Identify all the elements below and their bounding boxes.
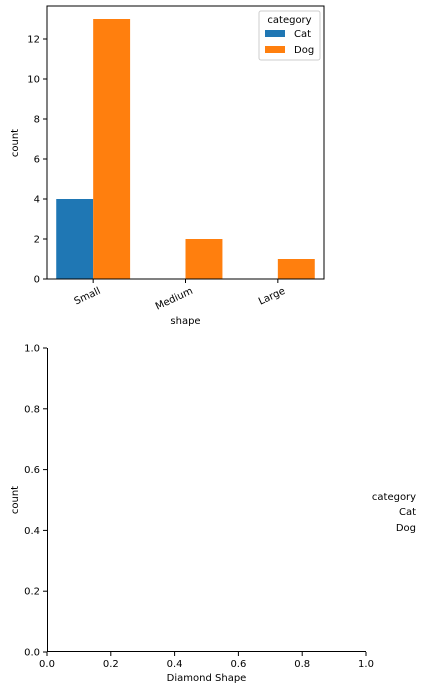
y-tick-label: 4 [34, 195, 40, 206]
x-tick-label-large: Large [257, 286, 287, 308]
y-tick-label: 6 [34, 155, 40, 166]
y-tick-label: 0.0 [24, 648, 40, 659]
top-legend: category Cat Dog [258, 10, 321, 61]
top-legend-label-dog: Dog [294, 45, 314, 56]
bottom-legend-label-cat: Cat [399, 507, 416, 518]
bar-dog-small [93, 19, 131, 279]
top-legend-title: category [267, 15, 311, 26]
x-tick-label: 1.0 [358, 659, 374, 670]
bottom-legend-title: category [372, 492, 416, 503]
top-bars [56, 19, 315, 279]
top-y-axis-label: count [10, 129, 21, 157]
x-tick-label: 0.2 [103, 659, 119, 670]
bottom-x-ticks: 0.0 0.2 0.4 0.6 0.8 1.0 [39, 652, 374, 670]
bottom-x-axis-label: Diamond Shape [167, 673, 247, 684]
top-legend-label-cat: Cat [294, 29, 311, 40]
bottom-y-axis-label: count [10, 486, 21, 514]
y-tick-label: 0.4 [24, 526, 40, 537]
bottom-y-ticks: 0.0 0.2 0.4 0.6 0.8 1.0 [24, 344, 47, 659]
bar-cat-small [56, 199, 94, 279]
x-tick-label-small: Small [73, 286, 103, 308]
x-tick-label-medium: Medium [154, 286, 195, 313]
top-y-ticks: 0 2 4 6 8 10 12 [27, 35, 47, 286]
y-tick-label: 0.2 [24, 587, 40, 598]
top-plot-frame [46, 5, 325, 280]
y-tick-label: 10 [27, 75, 40, 86]
top-chart: 0 2 4 6 8 10 12 Small Medium Large shape count c… [10, 5, 325, 327]
y-tick-label: 8 [34, 115, 40, 126]
bar-dog-medium [185, 239, 223, 279]
x-tick-label: 0.8 [294, 659, 310, 670]
y-tick-label: 12 [27, 35, 40, 46]
bottom-chart: 0.0 0.2 0.4 0.6 0.8 1.0 0.0 0.2 0.4 0.6 0.8 1.0 Di… [10, 344, 416, 685]
legend-swatch-cat [265, 30, 285, 37]
top-x-axis-label: shape [170, 316, 200, 327]
y-tick-label: 0.6 [24, 465, 40, 476]
x-tick-label: 0.6 [230, 659, 246, 670]
bottom-legend: category Cat Dog [372, 492, 416, 534]
bottom-legend-label-dog: Dog [396, 523, 416, 534]
y-tick-label: 2 [34, 235, 40, 246]
y-tick-label: 0.8 [24, 404, 40, 415]
y-tick-label: 0 [34, 275, 40, 286]
y-tick-label: 1.0 [24, 344, 40, 355]
x-tick-label: 0.4 [167, 659, 183, 670]
legend-swatch-dog [265, 46, 285, 53]
x-tick-label: 0.0 [39, 659, 55, 670]
bar-dog-large [277, 259, 315, 279]
top-x-ticks: Small Medium Large [73, 279, 287, 313]
